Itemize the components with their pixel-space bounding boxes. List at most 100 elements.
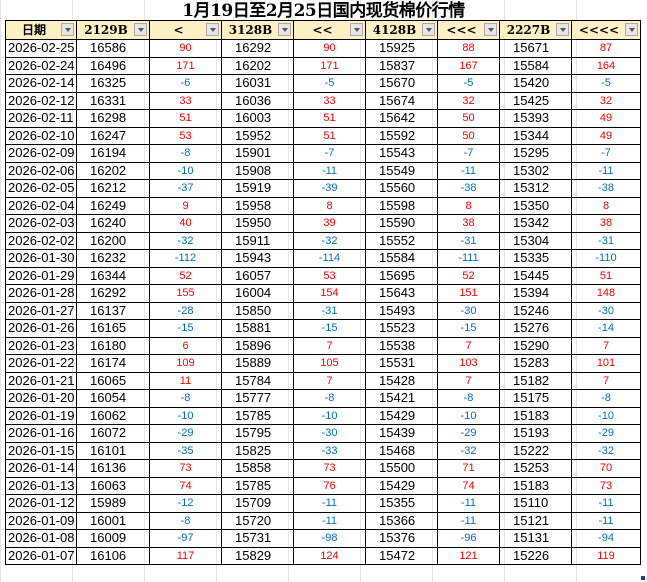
cell-change-3128b[interactable]: 7 [293,336,366,355]
cell-change-2227b[interactable]: 7 [571,336,641,355]
cell-change-4128b[interactable]: -10 [437,406,500,425]
cell-change-4128b[interactable]: 74 [437,476,500,495]
cell-change-2227b[interactable]: 148 [571,284,641,303]
cell-change-2227b[interactable]: -30 [571,301,641,320]
cell-price-2227b[interactable]: 15276 [499,319,572,338]
cell-change-4128b[interactable]: 103 [437,354,500,373]
filter-dropdown-icon[interactable] [625,23,638,36]
cell-price-4128b[interactable]: 15428 [365,371,438,390]
cell-change-3128b[interactable]: 76 [293,476,366,495]
cell-change-2227b[interactable]: 70 [571,459,641,478]
cell-date[interactable]: 2026-01-29 [5,266,77,285]
cell-price-3128b[interactable]: 16004 [221,284,294,303]
cell-price-2227b[interactable]: 15226 [499,546,572,565]
cell-price-2129b[interactable]: 16325 [76,74,150,93]
cell-price-3128b[interactable]: 16292 [221,39,294,58]
cell-change-2129b[interactable]: 52 [149,266,222,285]
cell-price-3128b[interactable]: 15720 [221,511,294,530]
cell-change-4128b[interactable]: 7 [437,371,500,390]
cell-price-2129b[interactable]: 16331 [76,91,150,110]
cell-price-3128b[interactable]: 15958 [221,196,294,215]
cell-change-3128b[interactable]: -31 [293,301,366,320]
cell-change-2227b[interactable]: -5 [571,74,641,93]
cell-change-2129b[interactable]: -12 [149,494,222,513]
cell-change-2129b[interactable]: 90 [149,39,222,58]
cell-change-4128b[interactable]: -32 [437,441,500,460]
cell-change-3128b[interactable]: -32 [293,231,366,250]
cell-change-3128b[interactable]: 124 [293,546,366,565]
cell-price-3128b[interactable]: 15785 [221,476,294,495]
cell-price-4128b[interactable]: 15472 [365,546,438,565]
cell-date[interactable]: 2026-01-22 [5,354,77,373]
cell-change-4128b[interactable]: 88 [437,39,500,58]
cell-price-2227b[interactable]: 15425 [499,91,572,110]
cell-change-4128b[interactable]: -7 [437,144,500,163]
cell-change-2227b[interactable]: 164 [571,56,641,75]
cell-change-4128b[interactable]: 121 [437,546,500,565]
filter-dropdown-icon[interactable] [206,23,219,36]
cell-price-2227b[interactable]: 15283 [499,354,572,373]
cell-change-2227b[interactable]: -110 [571,249,641,268]
cell-date[interactable]: 2026-01-28 [5,284,77,303]
cell-change-2129b[interactable]: 171 [149,56,222,75]
cell-price-2129b[interactable]: 16072 [76,424,150,443]
cell-change-2227b[interactable]: 38 [571,214,641,233]
cell-price-2227b[interactable]: 15302 [499,161,572,180]
cell-change-3128b[interactable]: -114 [293,249,366,268]
cell-date[interactable]: 2026-02-04 [5,196,77,215]
cell-change-2129b[interactable]: -15 [149,319,222,338]
cell-price-4128b[interactable]: 15925 [365,39,438,58]
cell-price-2129b[interactable]: 16194 [76,144,150,163]
cell-change-2129b[interactable]: -37 [149,179,222,198]
cell-price-2129b[interactable]: 16165 [76,319,150,338]
cell-price-2227b[interactable]: 15121 [499,511,572,530]
cell-price-2129b[interactable]: 16298 [76,109,150,128]
cell-change-2129b[interactable]: 51 [149,109,222,128]
cell-price-3128b[interactable]: 15908 [221,161,294,180]
cell-price-3128b[interactable]: 15881 [221,319,294,338]
cell-price-2227b[interactable]: 15295 [499,144,572,163]
cell-price-2129b[interactable]: 16001 [76,511,150,530]
cell-price-4128b[interactable]: 15421 [365,389,438,408]
cell-change-3128b[interactable]: 33 [293,91,366,110]
cell-change-2129b[interactable]: 11 [149,371,222,390]
cell-change-2129b[interactable]: -35 [149,441,222,460]
cell-price-2227b[interactable]: 15193 [499,424,572,443]
cell-change-4128b[interactable]: -30 [437,301,500,320]
cell-change-3128b[interactable]: -33 [293,441,366,460]
cell-change-2227b[interactable]: 8 [571,196,641,215]
cell-change-4128b[interactable]: -11 [437,511,500,530]
cell-price-2227b[interactable]: 15393 [499,109,572,128]
cell-change-4128b[interactable]: 151 [437,284,500,303]
cell-price-2129b[interactable]: 16200 [76,231,150,250]
cell-change-4128b[interactable]: 7 [437,336,500,355]
cell-change-2227b[interactable]: -11 [571,161,641,180]
cell-change-4128b[interactable]: -15 [437,319,500,338]
cell-change-2227b[interactable]: 32 [571,91,641,110]
cell-date[interactable]: 2026-01-14 [5,459,77,478]
cell-change-3128b[interactable]: -11 [293,494,366,513]
cell-price-3128b[interactable]: 15952 [221,126,294,145]
cell-price-4128b[interactable]: 15670 [365,74,438,93]
cell-price-2129b[interactable]: 16344 [76,266,150,285]
cell-date[interactable]: 2026-02-14 [5,74,77,93]
cell-price-2227b[interactable]: 15342 [499,214,572,233]
cell-price-2129b[interactable]: 16137 [76,301,150,320]
cell-price-2227b[interactable]: 15304 [499,231,572,250]
cell-change-4128b[interactable]: 8 [437,196,500,215]
cell-change-3128b[interactable]: -15 [293,319,366,338]
cell-price-3128b[interactable]: 15901 [221,144,294,163]
cell-price-3128b[interactable]: 15829 [221,546,294,565]
cell-price-4128b[interactable]: 15493 [365,301,438,320]
cell-price-2227b[interactable]: 15584 [499,56,572,75]
cell-date[interactable]: 2026-01-12 [5,494,77,513]
cell-price-2129b[interactable]: 15989 [76,494,150,513]
cell-change-3128b[interactable]: 51 [293,109,366,128]
cell-change-3128b[interactable]: 73 [293,459,366,478]
cell-date[interactable]: 2026-02-11 [5,109,77,128]
cell-price-3128b[interactable]: 15785 [221,406,294,425]
cell-price-4128b[interactable]: 15429 [365,406,438,425]
cell-change-2129b[interactable]: -28 [149,301,222,320]
cell-change-4128b[interactable]: 38 [437,214,500,233]
cell-price-3128b[interactable]: 15858 [221,459,294,478]
